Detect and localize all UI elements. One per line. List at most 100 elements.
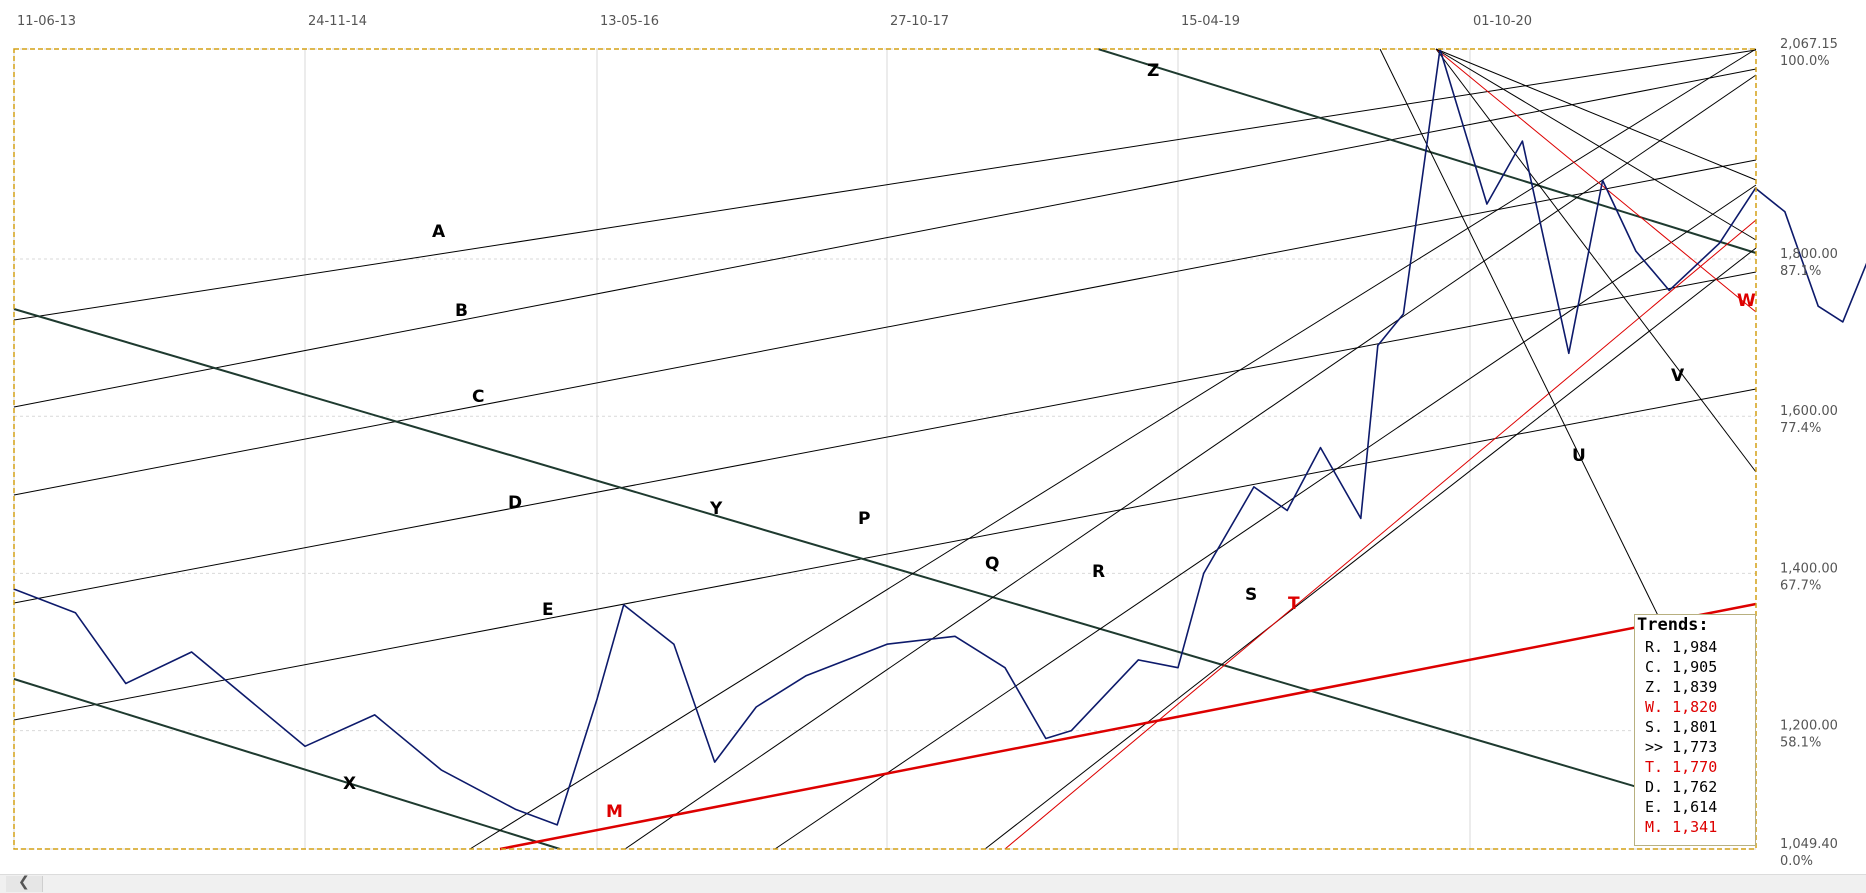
price-line bbox=[13, 48, 1866, 826]
trend-label-x: X bbox=[343, 774, 356, 794]
trend-line-z bbox=[1097, 48, 1757, 254]
price-point bbox=[1486, 203, 1488, 205]
trend-label-a: A bbox=[432, 222, 446, 242]
horizontal-scrollbar[interactable]: ❮ bbox=[0, 874, 1866, 893]
trend-row: S. 1,801 bbox=[1645, 718, 1718, 736]
price-point bbox=[886, 643, 888, 645]
price-point bbox=[1177, 667, 1179, 669]
price-point bbox=[1817, 305, 1819, 307]
x-axis-ticks: 11-06-13 24-11-14 13-05-16 27-10-17 15-04-19… bbox=[17, 14, 1532, 29]
price-point bbox=[623, 604, 625, 606]
trends-legend-box: Trends: R. 1,984 C. 1,905 Z. 1,839 W. 1,820… bbox=[1634, 614, 1756, 846]
x-tick-label: 27-10-17 bbox=[890, 14, 949, 29]
trend-row: D. 1,762 bbox=[1645, 778, 1718, 796]
y-axis-ticks: 2,067.15 100.0% 1,800.00 87.1% 1,600.00 77.4%… bbox=[1780, 37, 1838, 869]
price-point bbox=[1319, 447, 1322, 449]
trend-line-p bbox=[469, 48, 1757, 850]
price-point bbox=[1402, 313, 1405, 315]
price-point bbox=[755, 706, 757, 708]
y-tick-label: 1,200.00 bbox=[1780, 719, 1838, 734]
price-point bbox=[1635, 250, 1637, 252]
trend-line-r bbox=[774, 184, 1757, 850]
price-point bbox=[1253, 486, 1255, 488]
trend-lines-layer bbox=[13, 48, 1757, 851]
trend-line-x bbox=[13, 678, 561, 850]
x-tick-label: 24-11-14 bbox=[308, 14, 367, 29]
trend-label-y: Y bbox=[709, 499, 723, 519]
price-point bbox=[1377, 344, 1379, 347]
scroll-left-button[interactable]: ❮ bbox=[6, 874, 43, 892]
price-point bbox=[596, 698, 598, 700]
price-point bbox=[805, 674, 807, 677]
y-tick-label: 1,400.00 bbox=[1780, 561, 1838, 576]
trend-label-r: R bbox=[1092, 562, 1105, 582]
price-point bbox=[1784, 211, 1786, 213]
price-point bbox=[1286, 509, 1288, 512]
trend-label-v: V bbox=[1671, 366, 1685, 386]
y-tick-percent: 77.4% bbox=[1780, 421, 1821, 436]
x-tick-label: 15-04-19 bbox=[1181, 14, 1240, 29]
trend-row: C. 1,905 bbox=[1645, 658, 1718, 676]
trend-label-p: P bbox=[858, 509, 870, 529]
x-tick-label: 01-10-20 bbox=[1473, 14, 1532, 29]
price-point bbox=[1568, 352, 1570, 354]
price-point bbox=[556, 824, 558, 826]
trends-title: Trends: bbox=[1637, 615, 1709, 635]
price-point bbox=[74, 612, 76, 614]
trend-row: E. 1,614 bbox=[1645, 798, 1718, 816]
price-point bbox=[1203, 572, 1205, 575]
price-series-layer bbox=[13, 48, 1866, 826]
chevron-left-icon: ❮ bbox=[18, 874, 30, 890]
trend-line-m bbox=[499, 602, 1757, 851]
price-point bbox=[954, 635, 956, 637]
price-point bbox=[440, 769, 442, 771]
y-tick-label: 1,049.40 bbox=[1780, 837, 1838, 852]
price-point bbox=[1668, 289, 1670, 292]
price-point bbox=[1137, 659, 1139, 661]
trend-label-u: U bbox=[1572, 446, 1586, 466]
trend-line-w bbox=[1435, 48, 1757, 313]
price-point bbox=[1602, 179, 1604, 181]
trend-line-c bbox=[13, 159, 1757, 496]
trends-rows: R. 1,984 C. 1,905 Z. 1,839 W. 1,820 S. 1,801… bbox=[1635, 637, 1755, 837]
price-point bbox=[304, 745, 306, 747]
trend-line-q bbox=[624, 74, 1757, 850]
y-tick-percent: 100.0% bbox=[1780, 54, 1830, 69]
trend-line-a bbox=[13, 49, 1757, 321]
price-point bbox=[374, 714, 376, 716]
trend-line-v bbox=[1435, 48, 1757, 473]
trend-label-e: E bbox=[542, 600, 554, 620]
price-point bbox=[514, 808, 516, 810]
trend-label-s: S bbox=[1245, 585, 1257, 605]
trend-line-d bbox=[13, 271, 1757, 604]
trend-line-t bbox=[1004, 219, 1757, 850]
trend-line-s bbox=[984, 247, 1757, 850]
trend-row: >> 1,773 bbox=[1645, 738, 1718, 756]
price-point bbox=[1718, 242, 1721, 244]
trend-label-w: W bbox=[1737, 291, 1756, 311]
y-tick-percent: 87.1% bbox=[1780, 264, 1821, 279]
price-point bbox=[673, 643, 675, 645]
plot-area-border bbox=[13, 48, 1757, 850]
y-tick-label: 1,800.00 bbox=[1780, 247, 1838, 262]
trend-label-z: Z bbox=[1147, 61, 1159, 81]
trend-label-m: M bbox=[606, 802, 623, 822]
trend-row: T. 1,770 bbox=[1645, 758, 1718, 776]
trend-row: R. 1,984 bbox=[1645, 638, 1718, 656]
grid-layer bbox=[13, 48, 1756, 850]
y-tick-label: 2,067.15 bbox=[1780, 37, 1838, 52]
price-point bbox=[1070, 730, 1072, 732]
x-tick-label: 13-05-16 bbox=[600, 14, 659, 29]
y-tick-percent: 0.0% bbox=[1780, 854, 1813, 869]
y-tick-percent: 58.1% bbox=[1780, 736, 1821, 751]
trend-label-d: D bbox=[508, 493, 522, 513]
fan-ray-line bbox=[1435, 48, 1757, 241]
trend-label-q: Q bbox=[985, 554, 999, 574]
trend-row: M. 1,341 bbox=[1645, 818, 1718, 836]
x-tick-label: 11-06-13 bbox=[17, 14, 76, 29]
trend-row: Z. 1,839 bbox=[1645, 678, 1718, 696]
trend-line-y bbox=[13, 308, 1757, 823]
trend-line-e bbox=[13, 388, 1757, 721]
trend-line-labels: A B C D E X Y Z P Q R S T U V W M bbox=[343, 61, 1756, 822]
y-tick-percent: 67.7% bbox=[1780, 578, 1821, 593]
